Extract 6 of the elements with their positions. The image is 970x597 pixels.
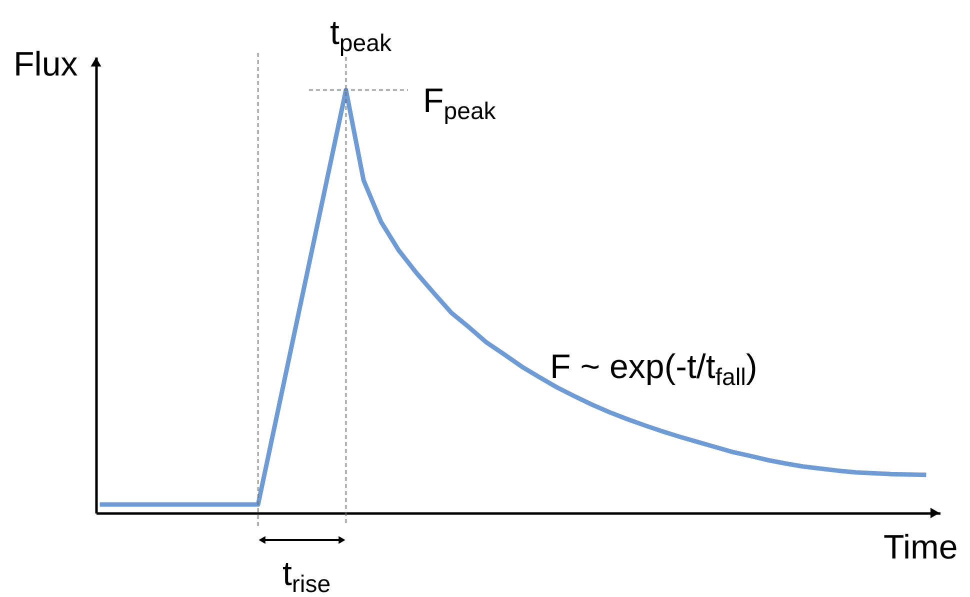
y-axis-title: Flux <box>14 46 78 84</box>
annotation: t$_{peak}$ <box>330 14 392 57</box>
x-axis-title: Time <box>884 528 958 566</box>
ref-line-label: F$_{peak}$ <box>422 82 497 125</box>
text: t$_{rise}$ <box>282 555 331 597</box>
annotation: F ~ exp(-t/t$_{fall}$) <box>550 348 758 391</box>
